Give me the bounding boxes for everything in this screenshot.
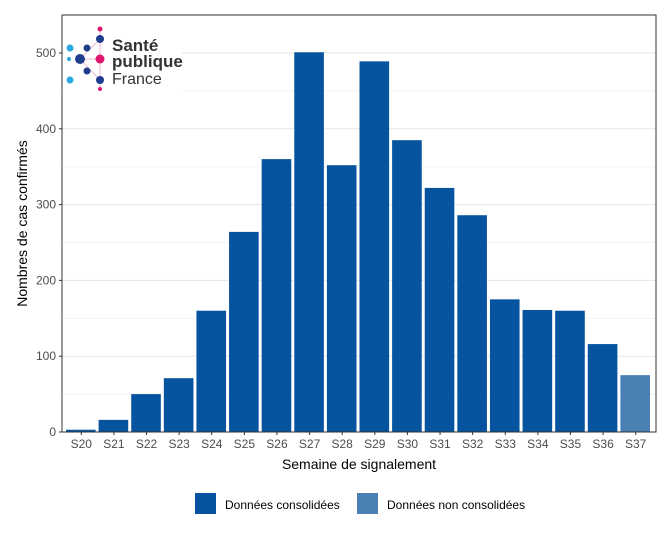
x-tick-label: S33 <box>495 437 517 451</box>
x-tick-label: S29 <box>364 437 386 451</box>
y-tick-label: 500 <box>36 46 56 60</box>
x-tick-label: S25 <box>234 437 256 451</box>
bar-S32 <box>457 215 487 432</box>
x-tick-label: S27 <box>299 437 321 451</box>
bar-S34 <box>522 309 553 432</box>
bar-S22 <box>131 394 161 432</box>
bar-S31 <box>424 187 455 432</box>
y-tick-label: 300 <box>36 198 56 212</box>
x-tick-label: S22 <box>136 437 158 451</box>
bar-S23 <box>163 378 194 432</box>
logo-dot <box>66 44 74 52</box>
logo-dot <box>66 76 74 84</box>
y-tick-label: 0 <box>49 425 56 439</box>
x-axis-title: Semaine de signalement <box>282 456 436 472</box>
logo-text: publique <box>112 52 183 71</box>
y-tick-label: 200 <box>36 273 56 287</box>
y-tick-label: 100 <box>36 349 56 363</box>
x-tick-label: S23 <box>168 437 190 451</box>
x-tick-label: S34 <box>527 437 549 451</box>
bar-S28 <box>326 165 357 432</box>
logo-dot <box>83 67 91 75</box>
logo-text: Santé <box>112 36 158 55</box>
logo-text: France <box>112 71 162 88</box>
legend-swatch <box>195 493 216 514</box>
x-tick-label: S37 <box>625 437 647 451</box>
logo-dot <box>96 76 104 84</box>
bar-S36 <box>587 344 618 432</box>
bar-S30 <box>392 140 422 433</box>
y-tick-label: 400 <box>36 122 56 136</box>
x-tick-label: S24 <box>201 437 223 451</box>
legend-swatch <box>357 493 378 514</box>
logo-dot <box>97 26 103 32</box>
bar-S25 <box>229 231 259 432</box>
bar-S33 <box>489 299 520 432</box>
y-axis-title: Nombres de cas confirmés <box>14 140 30 307</box>
x-tick-label: S21 <box>103 437 125 451</box>
x-tick-label: S28 <box>332 437 354 451</box>
logo-dot <box>67 57 71 61</box>
x-tick-label: S20 <box>71 437 93 451</box>
plot-border <box>61 14 657 433</box>
x-tick-label: S36 <box>592 437 614 451</box>
logo-dot <box>96 35 104 43</box>
bar-S24 <box>196 310 227 432</box>
bar-S20 <box>66 429 96 432</box>
x-tick-label: S31 <box>429 437 451 451</box>
logo-dot <box>83 44 91 52</box>
bar-S35 <box>555 310 585 432</box>
legend-label: Données non consolidées <box>387 498 525 512</box>
x-tick-label: S26 <box>266 437 288 451</box>
bar-S26 <box>261 159 292 432</box>
x-tick-label: S35 <box>560 437 582 451</box>
x-tick-label: S32 <box>462 437 484 451</box>
bar-S37 <box>620 375 650 432</box>
logo-dot <box>95 54 105 64</box>
bar-S29 <box>359 61 390 432</box>
bar-S21 <box>98 419 129 432</box>
x-tick-label: S30 <box>397 437 419 451</box>
legend-label: Données consolidées <box>225 498 340 512</box>
bar-S27 <box>294 52 324 432</box>
logo-dot <box>98 87 102 91</box>
logo-dot <box>75 54 85 64</box>
